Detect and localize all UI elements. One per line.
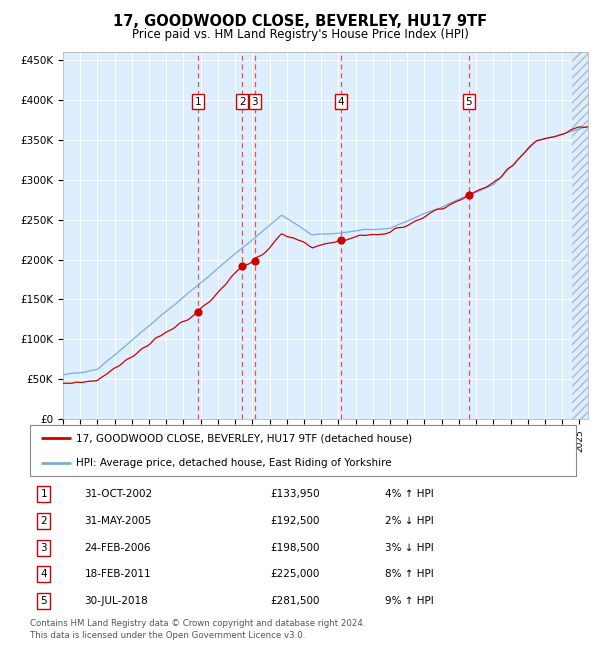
- Text: 4% ↑ HPI: 4% ↑ HPI: [385, 489, 434, 499]
- Text: HPI: Average price, detached house, East Riding of Yorkshire: HPI: Average price, detached house, East…: [76, 458, 392, 467]
- Polygon shape: [572, 52, 588, 419]
- Text: 30-JUL-2018: 30-JUL-2018: [85, 596, 148, 606]
- Text: 31-MAY-2005: 31-MAY-2005: [85, 516, 152, 526]
- Point: [464, 189, 473, 200]
- Text: 8% ↑ HPI: 8% ↑ HPI: [385, 569, 434, 579]
- Text: 5: 5: [40, 596, 47, 606]
- Text: £192,500: £192,500: [270, 516, 320, 526]
- Text: 3: 3: [251, 97, 258, 107]
- Text: 17, GOODWOOD CLOSE, BEVERLEY, HU17 9TF (detached house): 17, GOODWOOD CLOSE, BEVERLEY, HU17 9TF (…: [76, 434, 413, 443]
- Text: £133,950: £133,950: [270, 489, 320, 499]
- Text: 4: 4: [337, 97, 344, 107]
- Text: 2% ↓ HPI: 2% ↓ HPI: [385, 516, 434, 526]
- Text: Contains HM Land Registry data © Crown copyright and database right 2024.: Contains HM Land Registry data © Crown c…: [30, 619, 365, 628]
- Text: £225,000: £225,000: [270, 569, 320, 579]
- Text: 24-FEB-2006: 24-FEB-2006: [85, 543, 151, 552]
- Point: [250, 255, 260, 266]
- Text: 17, GOODWOOD CLOSE, BEVERLEY, HU17 9TF: 17, GOODWOOD CLOSE, BEVERLEY, HU17 9TF: [113, 14, 487, 29]
- Text: 1: 1: [194, 97, 201, 107]
- Point: [193, 307, 203, 317]
- Text: 4: 4: [40, 569, 47, 579]
- Text: This data is licensed under the Open Government Licence v3.0.: This data is licensed under the Open Gov…: [30, 630, 305, 640]
- Text: Price paid vs. HM Land Registry's House Price Index (HPI): Price paid vs. HM Land Registry's House …: [131, 28, 469, 41]
- Text: 3: 3: [40, 543, 47, 552]
- Text: 2: 2: [40, 516, 47, 526]
- Text: 31-OCT-2002: 31-OCT-2002: [85, 489, 153, 499]
- Text: 18-FEB-2011: 18-FEB-2011: [85, 569, 151, 579]
- Text: 2: 2: [239, 97, 245, 107]
- Point: [238, 261, 247, 271]
- Text: 3% ↓ HPI: 3% ↓ HPI: [385, 543, 434, 552]
- Point: [336, 235, 346, 245]
- Text: 5: 5: [466, 97, 472, 107]
- Text: 1: 1: [40, 489, 47, 499]
- Text: £198,500: £198,500: [270, 543, 320, 552]
- Text: 9% ↑ HPI: 9% ↑ HPI: [385, 596, 434, 606]
- Text: £281,500: £281,500: [270, 596, 320, 606]
- FancyBboxPatch shape: [30, 425, 576, 476]
